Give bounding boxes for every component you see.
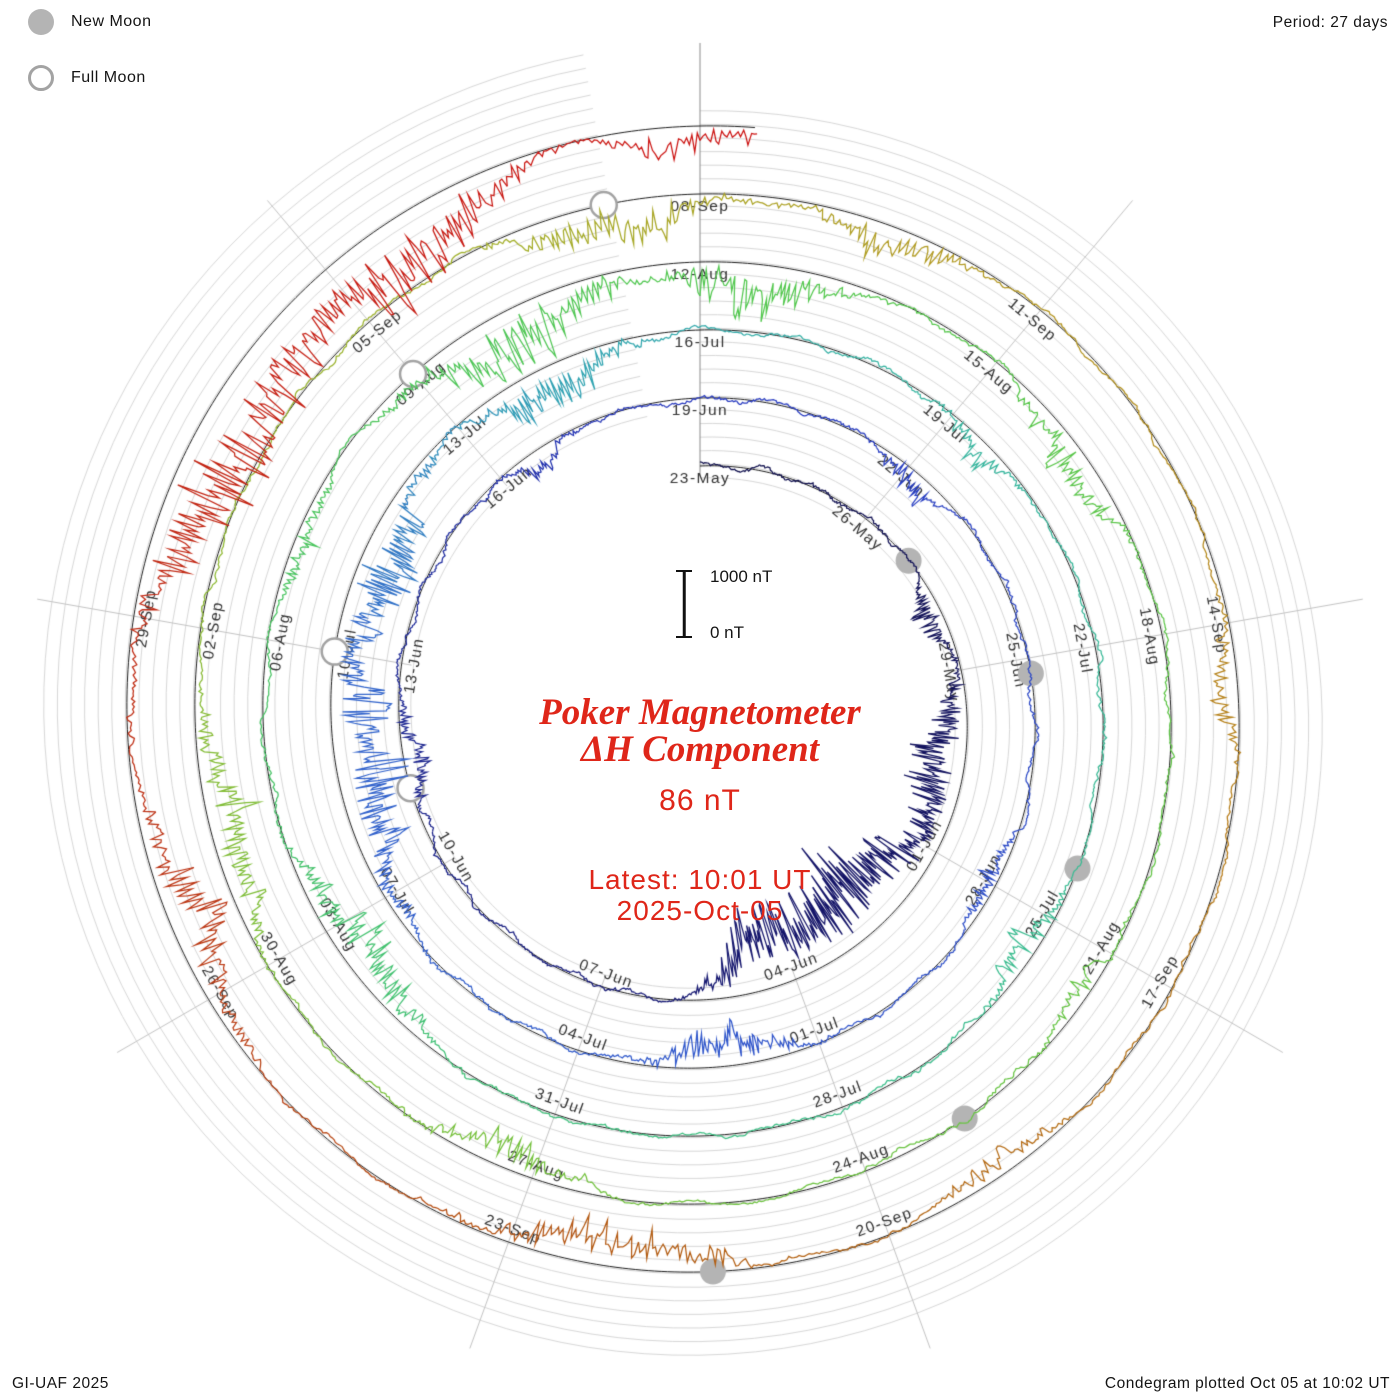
credit-label: GI-UAF 2025 bbox=[12, 1375, 109, 1392]
latest-time: Latest: 10:01 UT bbox=[588, 864, 812, 895]
moon-legend: New Moon Full Moon bbox=[28, 8, 151, 120]
full-moon-icon bbox=[28, 65, 54, 91]
scale-top-label: 1000 nT bbox=[710, 567, 773, 586]
scale-bar-line bbox=[676, 570, 692, 638]
station-title-line1: Poker Magnetometer bbox=[539, 692, 861, 733]
legend-new-moon: New Moon bbox=[28, 8, 151, 36]
station-title-line2: ΔH Component bbox=[580, 729, 820, 770]
latest-value: 86 nT bbox=[659, 784, 741, 817]
period-label: Period: 27 days bbox=[1272, 14, 1388, 31]
new-moon-label: New Moon bbox=[71, 13, 152, 30]
scale-bar: 1000 nT 0 nT bbox=[676, 567, 816, 642]
latest-date: 2025-Oct-05 bbox=[616, 895, 784, 927]
plotted-time-label: Condegram plotted Oct 05 at 10:02 UT bbox=[1104, 1375, 1390, 1392]
legend-full-moon: Full Moon bbox=[28, 64, 151, 92]
center-annotation: Poker Magnetometer ΔH Component 86 nT La… bbox=[539, 694, 861, 927]
scale-bottom-label: 0 nT bbox=[710, 623, 745, 642]
full-moon-label: Full Moon bbox=[71, 69, 146, 86]
new-moon-icon bbox=[28, 9, 54, 35]
